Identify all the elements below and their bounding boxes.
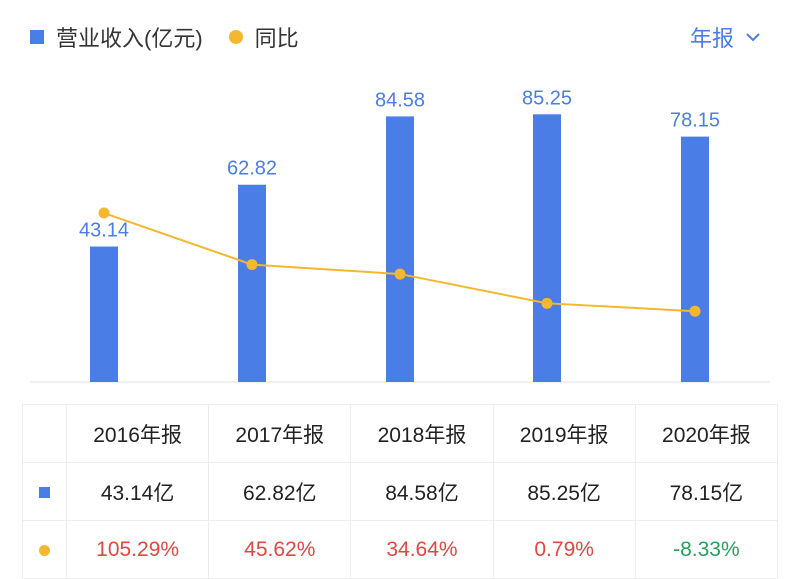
revenue-cell: 43.14亿 bbox=[65, 462, 210, 521]
legend-item-revenue[interactable]: 营业收入(亿元) bbox=[30, 21, 203, 53]
chart-legend: 营业收入(亿元) 同比 bbox=[30, 22, 299, 52]
bar-value-label: 62.82 bbox=[227, 158, 277, 180]
revenue-cell: 84.58亿 bbox=[350, 462, 494, 521]
yoy-cell: 34.64% bbox=[350, 520, 494, 579]
revenue-square-icon bbox=[39, 486, 50, 498]
bar-value-label: 43.14 bbox=[79, 220, 129, 242]
yoy-cell: 45.62% bbox=[208, 520, 352, 579]
revenue-chart: 43.14 62.82 84.58 85.25 78.15 bbox=[30, 87, 770, 383]
bar-value-label: 84.58 bbox=[375, 89, 425, 111]
yoy-cell: -8.33% bbox=[634, 520, 779, 579]
yoy-cell: 105.29% bbox=[65, 520, 210, 579]
table-header-cell: 2018年报 bbox=[350, 404, 494, 463]
yoy-point[interactable] bbox=[246, 259, 258, 271]
row-marker-cell bbox=[22, 462, 67, 521]
revenue-bar[interactable] bbox=[681, 136, 709, 382]
period-selector-label: 年报 bbox=[689, 26, 734, 51]
yoy-point[interactable] bbox=[98, 207, 110, 219]
yoy-point[interactable] bbox=[689, 305, 701, 317]
chevron-down-icon bbox=[746, 33, 760, 42]
yoy-cell: 0.79% bbox=[492, 520, 636, 579]
period-selector[interactable]: 年报 bbox=[690, 22, 762, 52]
revenue-bar[interactable] bbox=[238, 184, 266, 382]
bar-value-label: 85.25 bbox=[522, 87, 572, 109]
revenue-cell: 85.25亿 bbox=[492, 462, 636, 521]
table-header-cell: 2016年报 bbox=[65, 404, 210, 463]
table-header-cell: 2020年报 bbox=[634, 404, 779, 463]
table-row-yoy: 105.29% 45.62% 34.64% 0.79% -8.33% bbox=[22, 520, 779, 579]
table-row-revenue: 43.14亿 62.82亿 84.58亿 85.25亿 78.15亿 bbox=[22, 462, 779, 521]
bar-value-label: 78.15 bbox=[670, 110, 720, 132]
table-header-cell: 2019年报 bbox=[492, 404, 636, 463]
table-header-row: 2016年报 2017年报 2018年报 2019年报 2020年报 bbox=[22, 404, 779, 463]
data-table: 2016年报 2017年报 2018年报 2019年报 2020年报 43.14… bbox=[22, 404, 779, 579]
table-header-cell: 2017年报 bbox=[208, 404, 352, 463]
legend-label-revenue: 营业收入(亿元) bbox=[56, 26, 203, 51]
legend-square-icon bbox=[30, 30, 44, 44]
table-corner-cell bbox=[22, 404, 67, 463]
revenue-bar[interactable] bbox=[386, 116, 414, 383]
revenue-cell: 62.82亿 bbox=[208, 462, 352, 521]
legend-dot-icon bbox=[228, 30, 243, 44]
yoy-point[interactable] bbox=[394, 268, 406, 280]
yoy-dot-icon bbox=[39, 544, 50, 556]
revenue-bar[interactable] bbox=[90, 246, 118, 382]
revenue-cell: 78.15亿 bbox=[634, 462, 779, 521]
yoy-point[interactable] bbox=[541, 297, 553, 309]
legend-item-yoy[interactable]: 同比 bbox=[228, 21, 299, 53]
row-marker-cell bbox=[22, 520, 67, 579]
legend-label-yoy: 同比 bbox=[254, 26, 299, 51]
revenue-bar[interactable] bbox=[533, 114, 561, 382]
